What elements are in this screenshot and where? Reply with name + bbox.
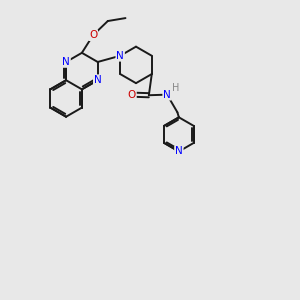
Text: N: N (116, 51, 124, 61)
Text: N: N (175, 146, 183, 157)
Text: H: H (172, 83, 179, 93)
Text: N: N (62, 57, 70, 67)
Text: N: N (163, 90, 171, 100)
Text: O: O (89, 30, 97, 40)
Text: O: O (128, 90, 136, 100)
Text: N: N (94, 75, 102, 85)
